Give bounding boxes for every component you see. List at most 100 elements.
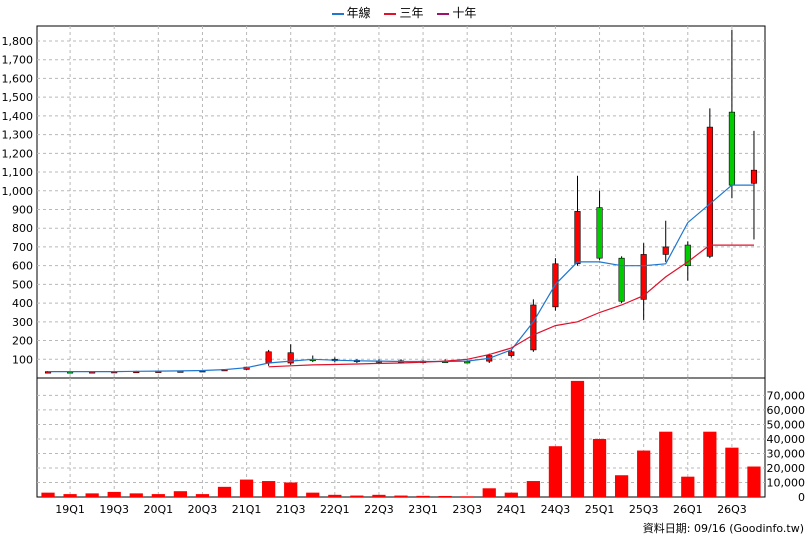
volume-bar (460, 496, 474, 497)
volume-bar (438, 495, 452, 497)
volume-bar (548, 446, 563, 497)
volume-tick-label: 60,000 (767, 404, 806, 417)
price-tick-label: 800 (12, 222, 33, 235)
x-tick-label: 22Q1 (320, 503, 350, 516)
x-tick-label: 26Q1 (673, 503, 703, 516)
volume-bar (416, 495, 430, 497)
price-tick-label: 1,500 (2, 91, 34, 104)
volume-bar (306, 492, 320, 497)
source-label: 資料日期: 09/16 (Goodinfo.tw) (642, 522, 804, 535)
price-tick-label: 1,600 (2, 72, 34, 85)
price-tick-label: 1,000 (2, 185, 34, 198)
volume-bar (482, 488, 496, 497)
volume-bar (284, 482, 298, 497)
volume-bar (703, 431, 717, 497)
price-tick-label: 900 (12, 203, 33, 216)
volume-bar (239, 479, 254, 497)
price-tick-label: 1,700 (2, 54, 34, 67)
candle-body (464, 361, 471, 364)
price-tick-label: 100 (12, 353, 33, 366)
candle-body (728, 111, 735, 186)
volume-bar (107, 491, 121, 497)
volume-bar (217, 486, 232, 497)
volume-tick-label: 70,000 (767, 389, 806, 402)
volume-bar (328, 494, 342, 497)
price-tick-label: 500 (12, 278, 33, 291)
x-tick-label: 25Q3 (629, 503, 659, 516)
candle-body (287, 352, 294, 364)
x-tick-label: 26Q3 (717, 503, 747, 516)
volume-bar (195, 494, 210, 497)
volume-bar (129, 493, 143, 497)
candle-body (596, 207, 603, 259)
volume-bar (681, 476, 695, 497)
volume-tick-label: 20,000 (767, 462, 806, 475)
volume-tick-label: 30,000 (767, 447, 806, 460)
volume-tick-label: 40,000 (767, 433, 806, 446)
price-tick-label: 400 (12, 297, 33, 310)
volume-bar (85, 493, 99, 497)
legend-item-annual: 年線 (331, 4, 371, 21)
price-tick-label: 600 (12, 260, 33, 273)
price-tick-label: 200 (12, 335, 33, 348)
legend-swatch-ten-year (437, 12, 450, 15)
price-tick-label: 1,100 (2, 166, 34, 179)
x-tick-label: 22Q3 (364, 503, 394, 516)
series-line (48, 184, 754, 373)
legend-swatch-three-year (384, 12, 397, 15)
x-tick-label: 25Q1 (585, 503, 615, 516)
price-tick-label: 1,200 (2, 147, 34, 160)
legend-label-ten-year: 十年 (452, 6, 477, 20)
x-tick-label: 24Q3 (541, 503, 571, 516)
legend: 年線 三年 十年 (0, 4, 808, 21)
volume-bar (41, 492, 55, 497)
legend-label-three-year: 三年 (399, 6, 424, 20)
candle-body (530, 304, 537, 351)
x-tick-label: 23Q3 (452, 503, 482, 516)
price-tick-label: 700 (12, 241, 33, 254)
legend-item-ten-year: 十年 (437, 4, 476, 21)
x-tick-label: 19Q1 (55, 503, 85, 516)
candle-body (640, 254, 647, 300)
candle-body (706, 126, 713, 257)
volume-tick-label: 50,000 (767, 418, 806, 431)
price-tick-label: 1,800 (2, 35, 34, 48)
volume-bar (504, 492, 518, 497)
candle-body (750, 169, 758, 184)
price-tick-label: 300 (12, 316, 33, 329)
volume-bar (725, 447, 739, 497)
x-tick-label: 21Q1 (232, 503, 262, 516)
volume-bar (747, 466, 761, 497)
volume-tick-label: 0 (798, 491, 805, 504)
volume-bar (637, 450, 651, 497)
volume-bar (350, 495, 364, 497)
volume-bar (173, 491, 188, 497)
volume-bar (372, 494, 386, 497)
volume-tick-label: 10,000 (767, 476, 806, 489)
x-tick-label: 24Q1 (496, 503, 526, 516)
price-tick-label: 1,300 (2, 129, 34, 142)
volume-bar (262, 481, 276, 497)
x-tick-label: 20Q3 (188, 503, 218, 516)
legend-item-three-year: 三年 (384, 4, 424, 21)
volume-bar (151, 494, 165, 497)
series-line (268, 244, 754, 368)
candle-body (508, 351, 515, 356)
x-tick-label: 21Q3 (276, 503, 306, 516)
volume-bar (570, 380, 585, 497)
volume-bar (614, 475, 629, 497)
price-tick-label: 1,400 (2, 110, 34, 123)
x-tick-label: 19Q3 (99, 503, 129, 516)
volume-bar (592, 438, 607, 497)
volume-bar (526, 481, 540, 497)
x-tick-label: 20Q1 (144, 503, 174, 516)
legend-swatch-annual (331, 12, 344, 15)
candle-body (662, 246, 669, 255)
candle-body (684, 244, 691, 266)
candle-body (618, 257, 625, 302)
candle-body (265, 351, 272, 364)
candle-body (574, 211, 581, 265)
x-tick-label: 23Q1 (408, 503, 438, 516)
